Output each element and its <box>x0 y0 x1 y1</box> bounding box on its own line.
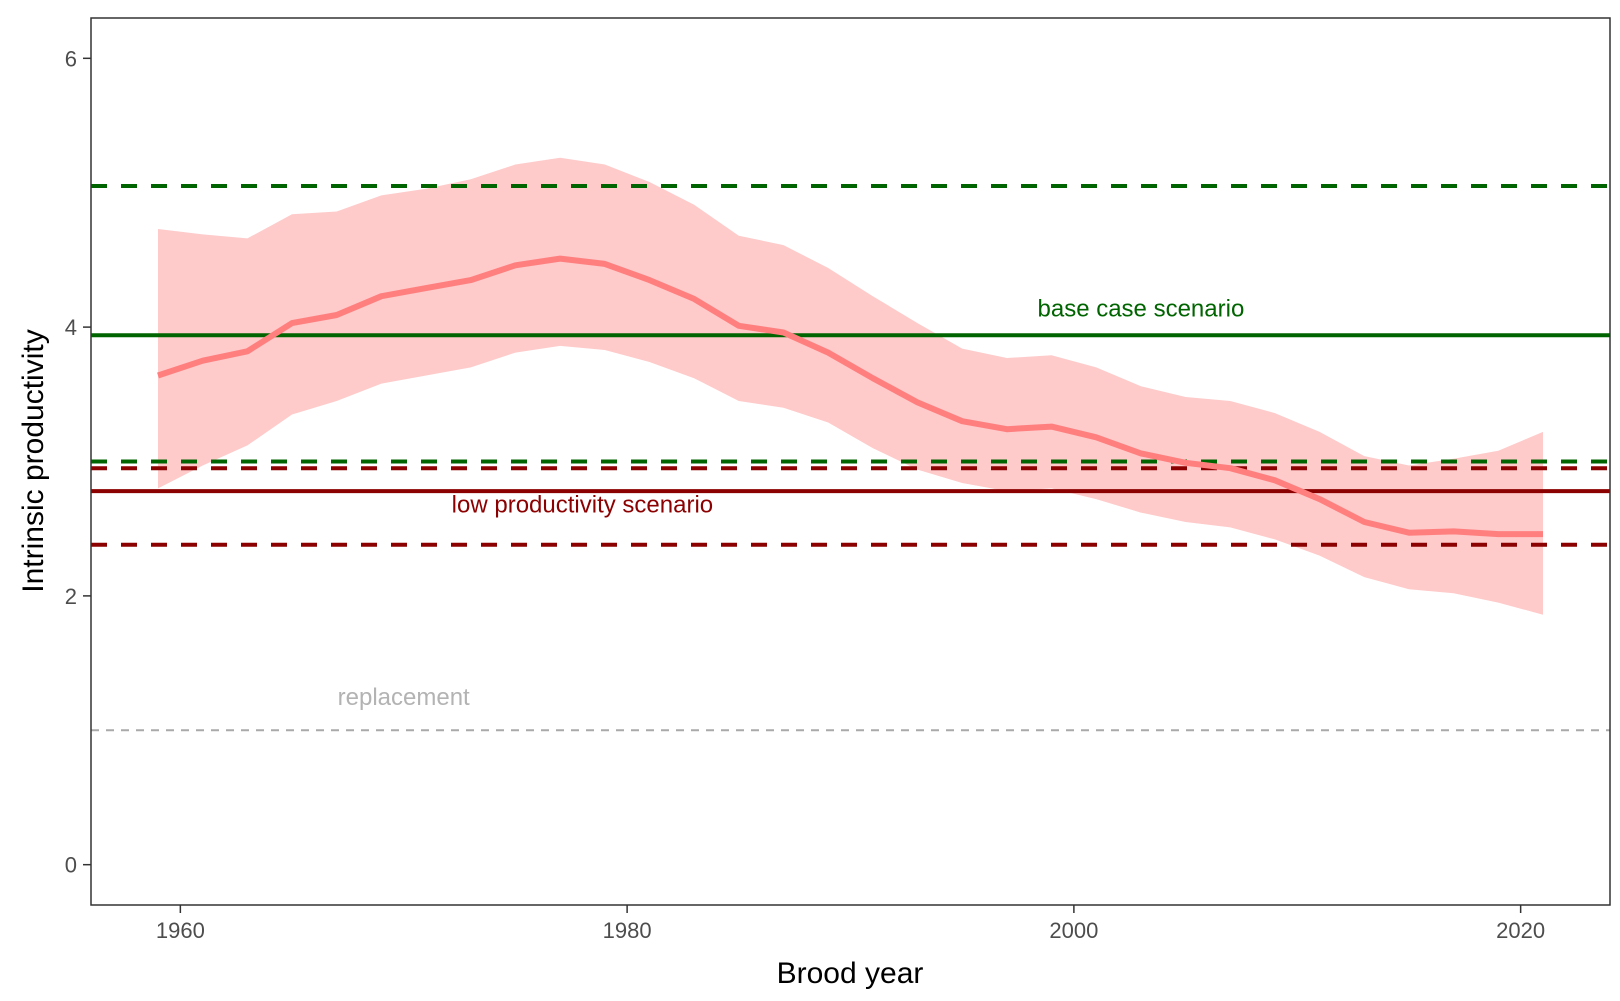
series-line-0 <box>157 255 1543 538</box>
series-line-layer <box>157 255 1543 538</box>
y-axis-title: Intrinsic productivity <box>17 329 50 592</box>
x-tick-label-2020: 2020 <box>1496 918 1545 943</box>
x-tick-label-1980: 1980 <box>603 918 652 943</box>
annotation-0: base case scenario <box>1038 295 1245 322</box>
x-tick-label-1960: 1960 <box>156 918 205 943</box>
plot-panel-border <box>90 17 1611 906</box>
y-tick-label-2: 2 <box>65 584 77 609</box>
annotations-layer: base case scenario low productivity scena… <box>338 295 1245 710</box>
y-tick-label-4: 4 <box>65 315 77 340</box>
x-axis-title: Brood year <box>777 957 924 990</box>
y-tick-label-6: 6 <box>65 46 77 71</box>
y-tick-label-0: 0 <box>65 853 77 878</box>
annotation-2: replacement <box>338 684 470 711</box>
x-tick-label-2000: 2000 <box>1049 918 1098 943</box>
reference-lines-layer <box>91 184 1610 732</box>
axes-layer: 0 2 4 6 1960 1980 2000 2020 <box>65 46 1545 943</box>
annotation-1: low productivity scenario <box>452 492 713 519</box>
